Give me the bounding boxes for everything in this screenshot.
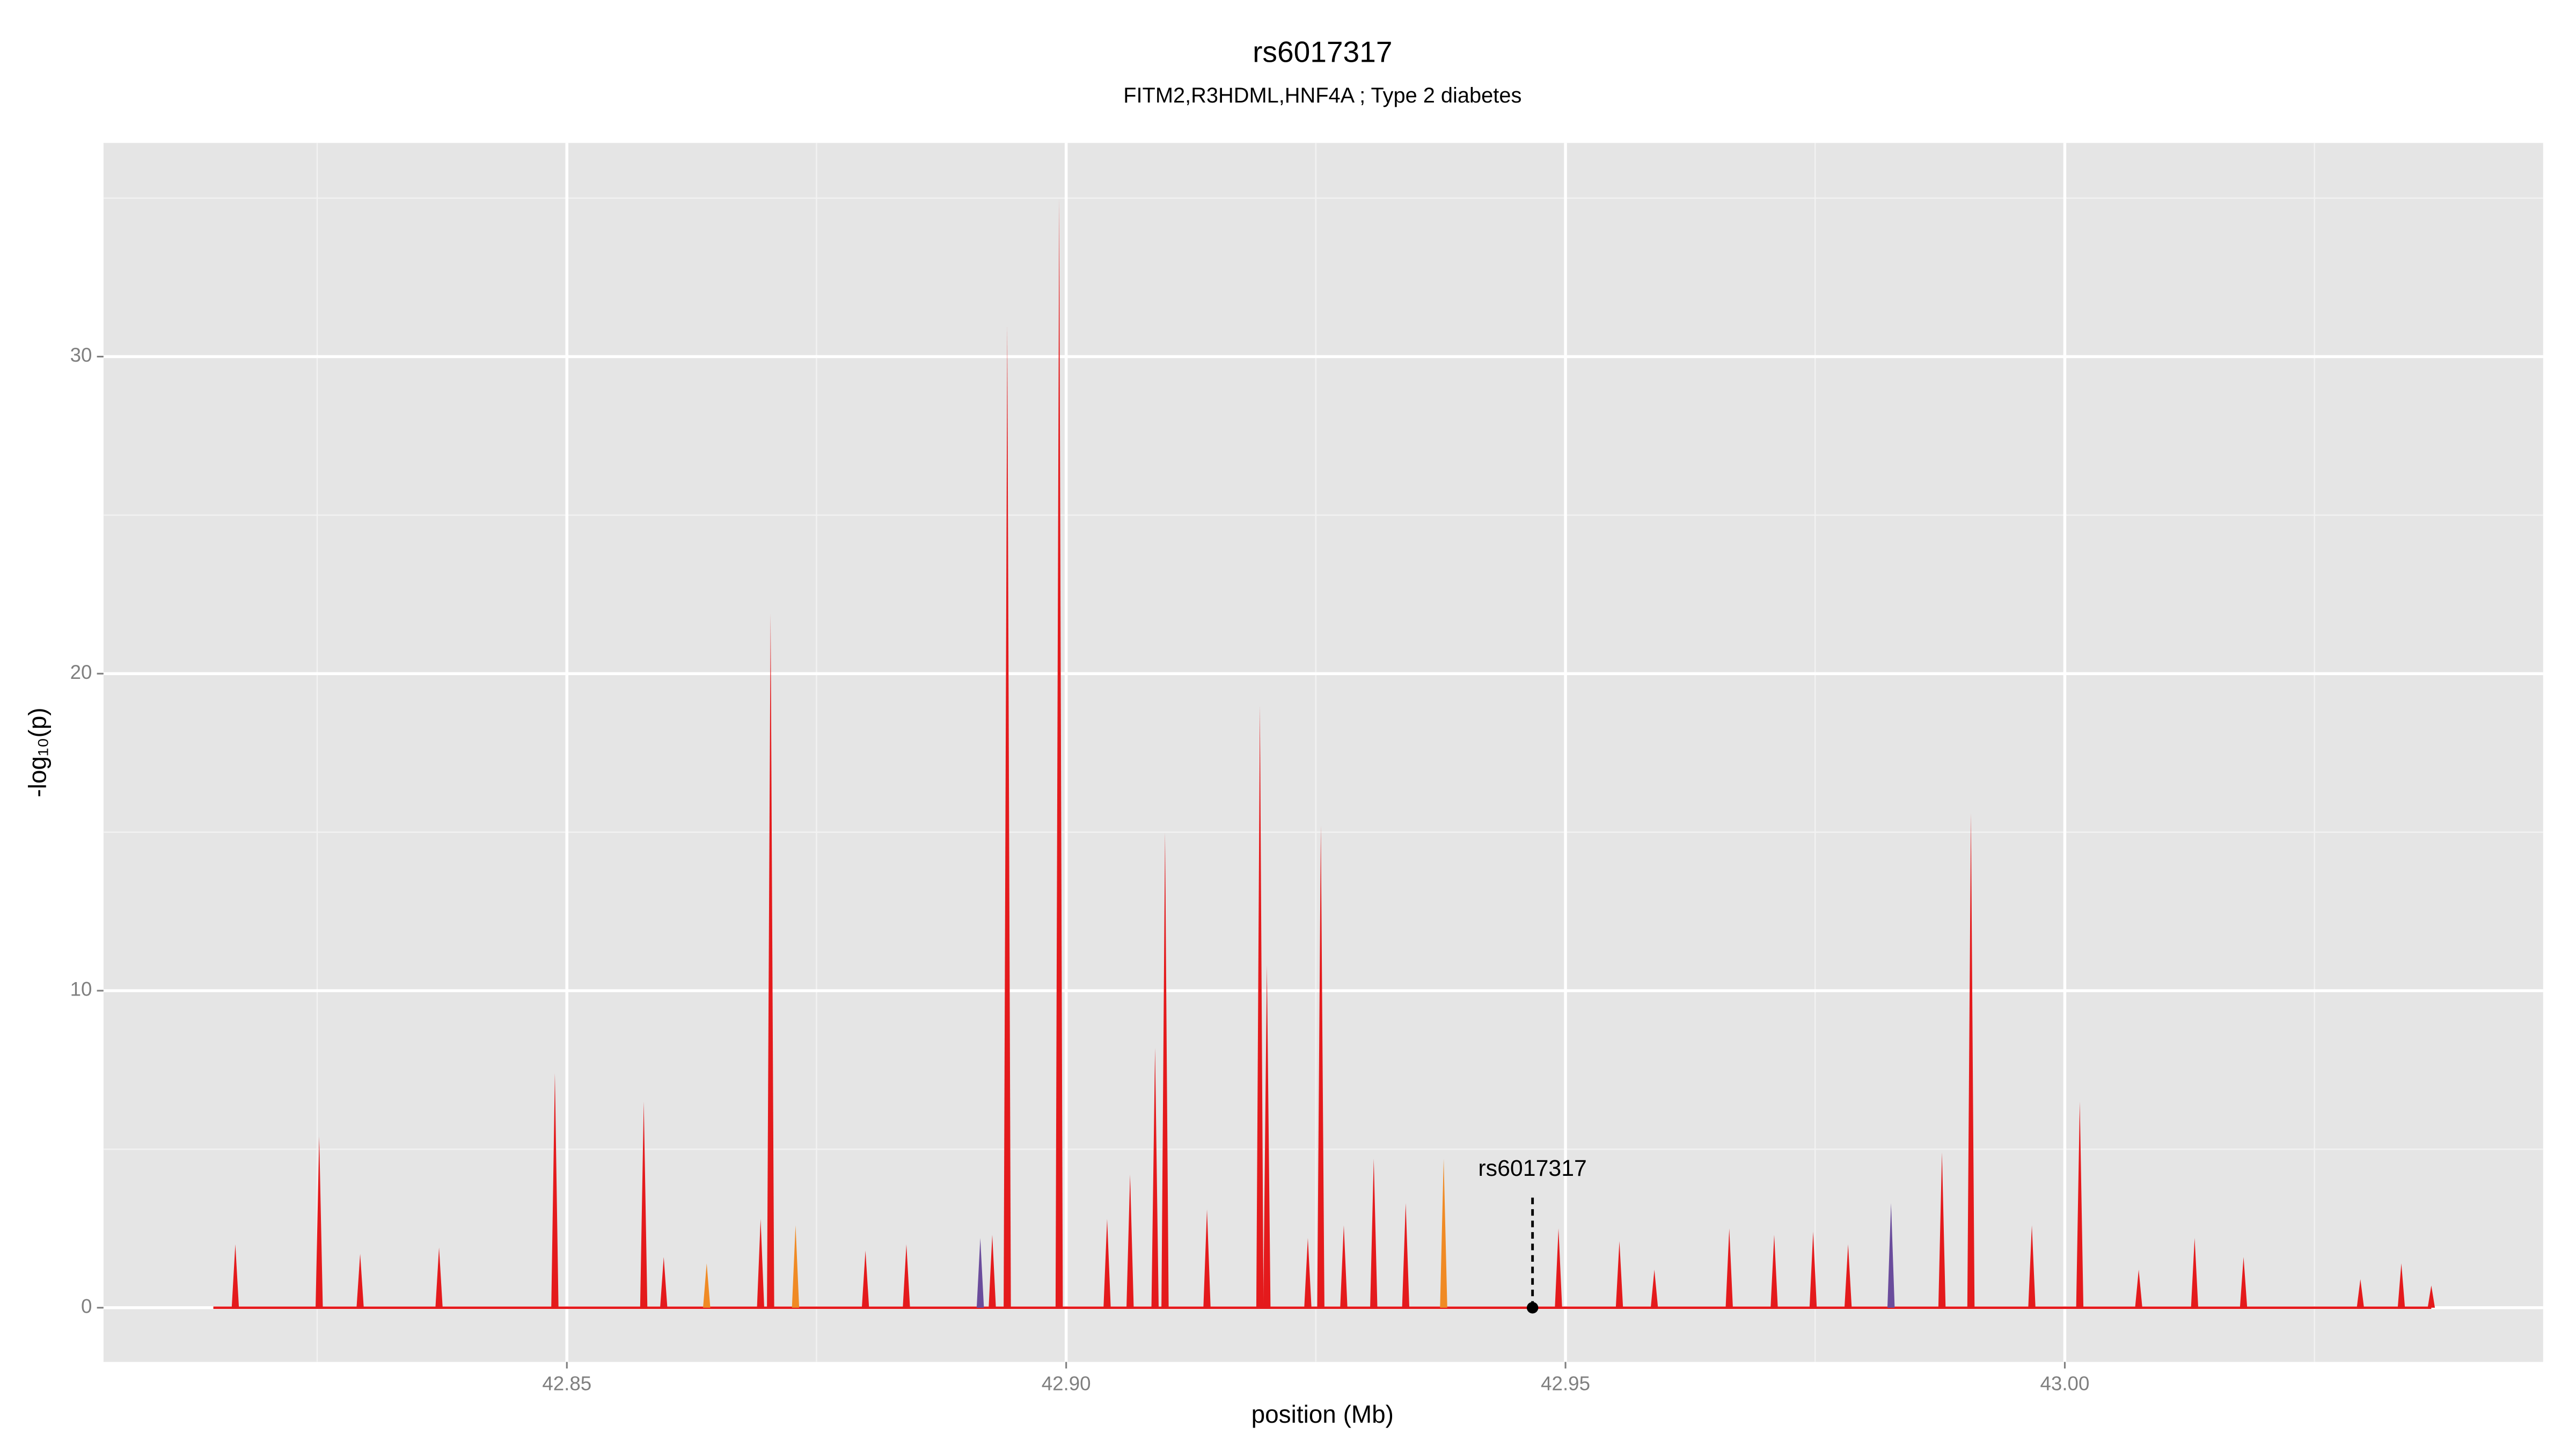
- spike: [1555, 1228, 1562, 1308]
- labels: 42.85 42.90 42.95 43.00 0 10 20 30 rs6017317: [70, 344, 2090, 1394]
- spike: [2357, 1279, 2364, 1308]
- spike: [2191, 1238, 2199, 1308]
- spike: [1304, 1238, 1312, 1308]
- spike: [1440, 1159, 1447, 1308]
- spike: [2397, 1263, 2405, 1308]
- spike: [989, 1234, 996, 1308]
- x-tick-label: 42.85: [542, 1372, 591, 1394]
- spike: [1967, 813, 1975, 1308]
- grid: [103, 143, 2543, 1362]
- spike: [1203, 1209, 1211, 1308]
- spike: [1650, 1269, 1658, 1308]
- y-tick-label: 0: [81, 1295, 92, 1317]
- spike: [2135, 1269, 2142, 1308]
- x-tick-label: 42.95: [1541, 1372, 1590, 1394]
- spike: [1161, 832, 1169, 1308]
- spike: [1370, 1159, 1378, 1308]
- spike: [1126, 1174, 1134, 1308]
- marks: [213, 198, 2435, 1309]
- spike: [1151, 1048, 1159, 1308]
- chart-subtitle: FITM2,R3HDML,HNF4A ; Type 2 diabetes: [1123, 84, 1521, 107]
- spike: [1256, 705, 1264, 1308]
- spike: [1938, 1152, 1946, 1308]
- spike: [1103, 1219, 1111, 1308]
- spike: [703, 1263, 711, 1308]
- spike: [757, 1219, 764, 1308]
- spike: [2427, 1285, 2435, 1308]
- spike: [861, 1250, 869, 1308]
- spike: [640, 1101, 648, 1308]
- spike: [356, 1254, 364, 1308]
- y-tick-label: 20: [70, 661, 92, 683]
- spike: [551, 1073, 559, 1308]
- spike: [1055, 198, 1063, 1308]
- spike: [1887, 1203, 1895, 1308]
- spike: [1809, 1231, 1817, 1308]
- spike: [316, 1136, 323, 1308]
- x-tick-label: 42.90: [1042, 1372, 1091, 1394]
- spike: [767, 613, 774, 1308]
- spike: [2240, 1257, 2248, 1308]
- annotation-label: rs6017317: [1478, 1155, 1586, 1181]
- spike: [976, 1238, 984, 1308]
- annotation-point: [1526, 1302, 1539, 1314]
- spike: [1317, 825, 1324, 1308]
- spike: [1844, 1244, 1852, 1308]
- chart-title: rs6017317: [1253, 35, 1392, 69]
- spike: [2076, 1101, 2084, 1308]
- x-tick-label: 43.00: [2040, 1372, 2090, 1394]
- spike: [1615, 1241, 1623, 1308]
- spike: [1340, 1225, 1348, 1308]
- x-axis-label: position (Mb): [1252, 1400, 1394, 1428]
- spike: [1004, 325, 1011, 1308]
- spike: [1402, 1203, 1410, 1308]
- spike: [660, 1257, 668, 1308]
- spike: [1770, 1234, 1778, 1308]
- spike: [1725, 1228, 1733, 1308]
- y-axis-label: -log₁₀(p): [24, 707, 52, 797]
- y-tick-label: 10: [70, 978, 92, 1000]
- y-tick-label: 30: [70, 344, 92, 366]
- spike: [1263, 965, 1271, 1308]
- spike: [903, 1244, 910, 1308]
- spike: [792, 1225, 800, 1308]
- spike: [2028, 1225, 2036, 1308]
- spike: [435, 1247, 443, 1308]
- spike: [231, 1244, 239, 1308]
